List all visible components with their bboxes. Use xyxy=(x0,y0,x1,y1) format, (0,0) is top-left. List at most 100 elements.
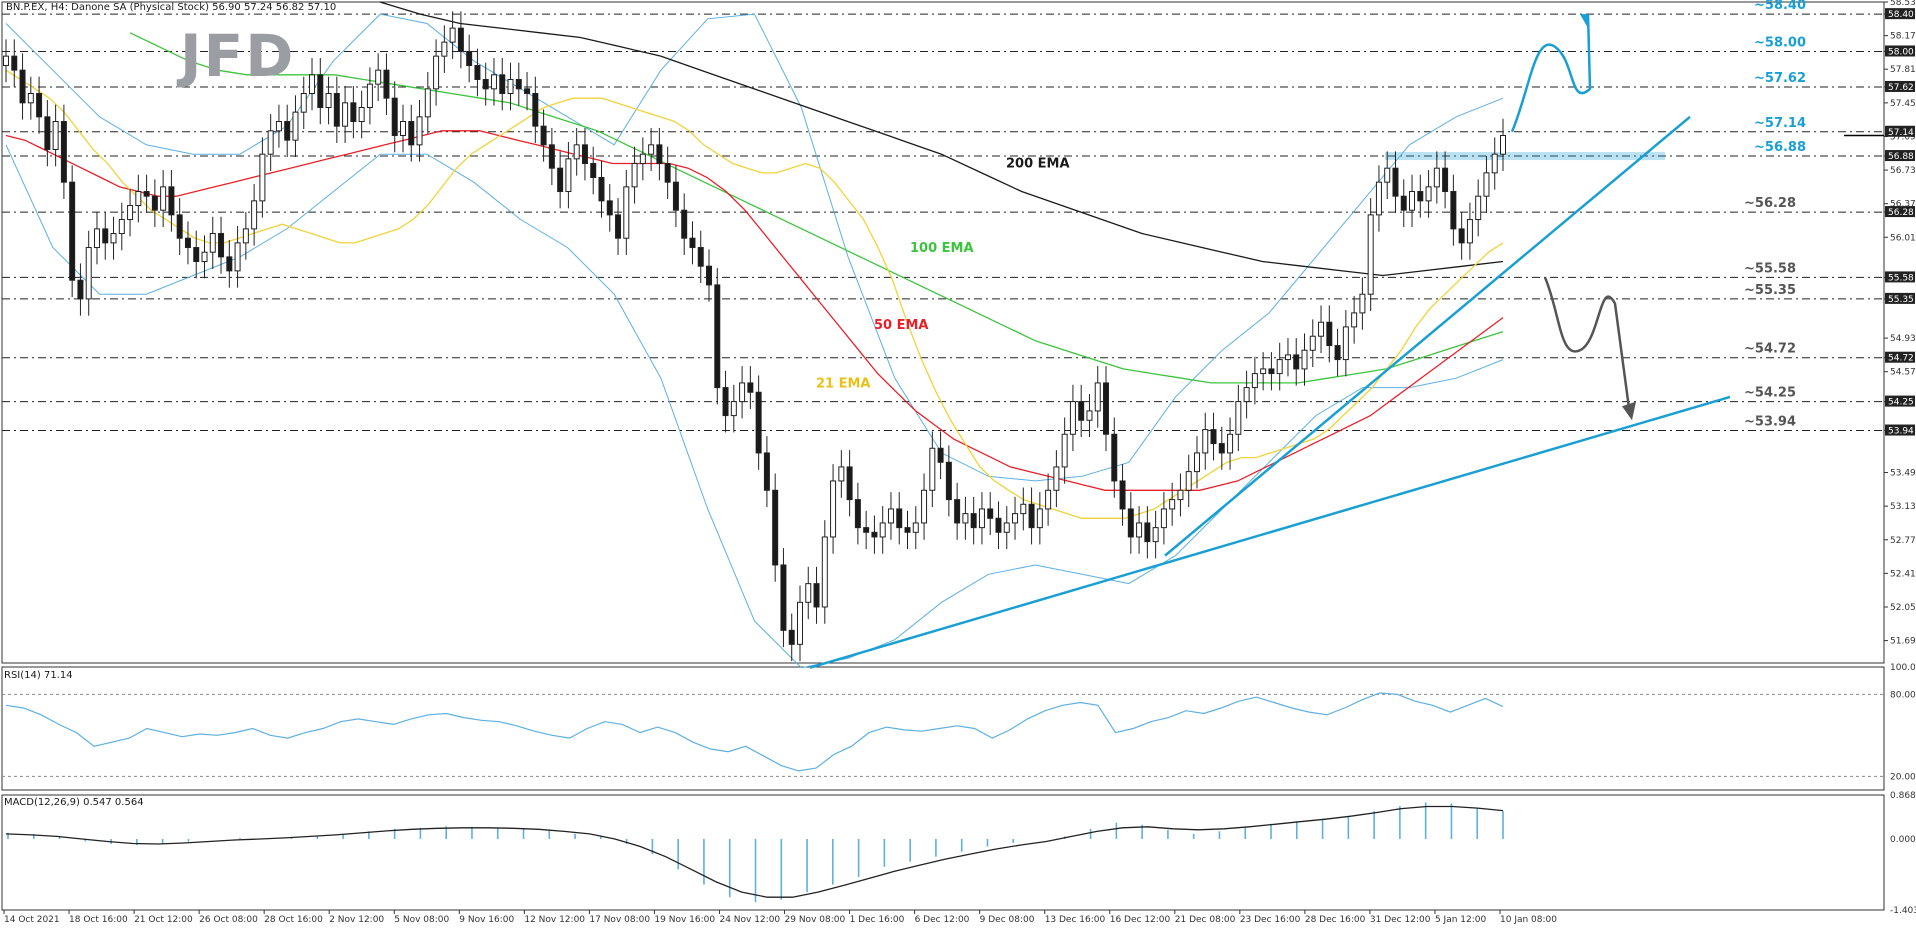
time-tick-label: 19 Nov 16:00 xyxy=(654,915,715,925)
candle-body xyxy=(904,527,911,533)
candle-body xyxy=(631,163,638,188)
candle-body xyxy=(706,265,713,286)
candle-body xyxy=(1284,354,1291,361)
candle-body xyxy=(937,447,944,463)
ema200-label: 200 EMA xyxy=(1006,156,1070,171)
candle-body xyxy=(441,41,448,57)
candle-body xyxy=(1069,401,1076,435)
candle-body xyxy=(1491,153,1498,174)
time-tick-label: 13 Dec 16:00 xyxy=(1045,915,1106,925)
level-price-box xyxy=(1885,395,1915,407)
candle-body xyxy=(1045,489,1052,510)
candle-body xyxy=(805,583,812,603)
symbol-header: BN.P.EX, H4: Danone SA (Physical Stock) … xyxy=(6,2,337,13)
price-tick-label: 52.41 xyxy=(1890,569,1916,579)
panel-frame-1 xyxy=(1,666,1885,791)
jfd-logo: JFD xyxy=(180,22,296,90)
candle-body xyxy=(292,111,299,141)
candle-body xyxy=(275,121,282,132)
candle-body xyxy=(1409,191,1416,211)
time-tick-label: 28 Oct 16:00 xyxy=(264,915,323,925)
candle-body xyxy=(333,92,340,127)
level-price-box xyxy=(1885,351,1915,363)
candle-body xyxy=(77,279,84,300)
time-tick-label: 9 Dec 08:00 xyxy=(980,915,1035,925)
ema21-line xyxy=(5,69,1504,519)
candle-body xyxy=(383,69,390,99)
time-tick-label: 29 Nov 08:00 xyxy=(785,915,846,925)
candle-body xyxy=(796,601,803,645)
candle-body xyxy=(1293,354,1300,370)
candle-body xyxy=(325,92,332,108)
candle-body xyxy=(970,513,977,529)
rsi-line xyxy=(5,692,1504,772)
candle-body xyxy=(234,242,241,272)
candle-body xyxy=(433,55,440,90)
candle-body xyxy=(1276,359,1283,375)
level-label: ~55.58 xyxy=(1744,261,1796,276)
level-label: ~53.94 xyxy=(1744,415,1796,430)
rsi-tick-label: 20.00 xyxy=(1890,772,1916,782)
candle-body xyxy=(3,55,9,66)
candle-body xyxy=(863,527,870,533)
candle-body xyxy=(1450,191,1457,230)
candle-body xyxy=(424,88,431,118)
candle-body xyxy=(226,256,233,272)
candle-body xyxy=(1375,181,1382,216)
candle-body xyxy=(1260,368,1267,375)
price-tick-label: 54.57 xyxy=(1890,368,1916,378)
time-tick-label: 18 Oct 16:00 xyxy=(69,915,128,925)
candle-body xyxy=(449,27,456,43)
price-tick-label: 54.93 xyxy=(1890,334,1916,344)
candle-body xyxy=(954,499,961,524)
time-tick-label: 12 Nov 12:00 xyxy=(524,915,585,925)
candle-body xyxy=(854,499,861,529)
candle-body xyxy=(722,387,729,417)
price-tick-label: 56.37 xyxy=(1890,200,1916,210)
rsi-tick-label: 100.00 xyxy=(1890,663,1916,673)
time-tick-label: 9 Nov 16:00 xyxy=(459,915,514,925)
bullish-scenario-arrow xyxy=(1510,14,1592,133)
candle-body xyxy=(1210,429,1217,445)
candle-body xyxy=(1094,382,1101,412)
candle-body xyxy=(681,209,688,239)
macd-tick-label: -1.403 xyxy=(1890,906,1916,916)
level-price-box xyxy=(1885,45,1915,57)
candle-body xyxy=(1326,321,1333,347)
candle-body xyxy=(846,466,853,501)
rsi-tick-label: 80.00 xyxy=(1890,690,1916,700)
candle-body xyxy=(755,391,762,454)
candle-body xyxy=(1020,503,1027,515)
candle-body xyxy=(615,214,622,239)
candle-body xyxy=(772,489,779,566)
candle-body xyxy=(515,78,522,90)
candle-body xyxy=(27,92,34,104)
candle-body xyxy=(466,50,473,66)
candle-body xyxy=(69,181,76,281)
level-price-text: 57.62 xyxy=(1888,83,1914,93)
candle-body xyxy=(1334,345,1341,361)
candle-body xyxy=(1309,335,1316,351)
candle-body xyxy=(747,382,754,393)
candle-body xyxy=(259,153,266,202)
panel-frame-0 xyxy=(1,1,1885,664)
level-label: ~57.62 xyxy=(1754,71,1806,86)
candle-body xyxy=(1003,522,1010,533)
time-tick-label: 21 Dec 08:00 xyxy=(1175,915,1236,925)
candle-body xyxy=(1251,373,1258,389)
price-tick-label: 58.53 xyxy=(1890,0,1916,8)
candle-body xyxy=(1483,172,1490,197)
candle-body xyxy=(879,522,886,538)
level-label: ~58.40 xyxy=(1754,0,1806,13)
candle-body xyxy=(474,64,481,80)
candle-body xyxy=(896,508,903,529)
time-tick-label: 10 Jan 08:00 xyxy=(1500,915,1557,925)
candle-body xyxy=(176,214,183,239)
price-tick-label: 57.09 xyxy=(1890,132,1916,142)
time-tick-label: 2 Nov 12:00 xyxy=(329,915,384,925)
level-price-box xyxy=(1885,271,1915,283)
candle-body xyxy=(1028,503,1035,529)
level-price-box xyxy=(1885,206,1915,218)
price-tick-label: 53.49 xyxy=(1890,469,1916,479)
macd-signal-line xyxy=(5,805,1504,898)
